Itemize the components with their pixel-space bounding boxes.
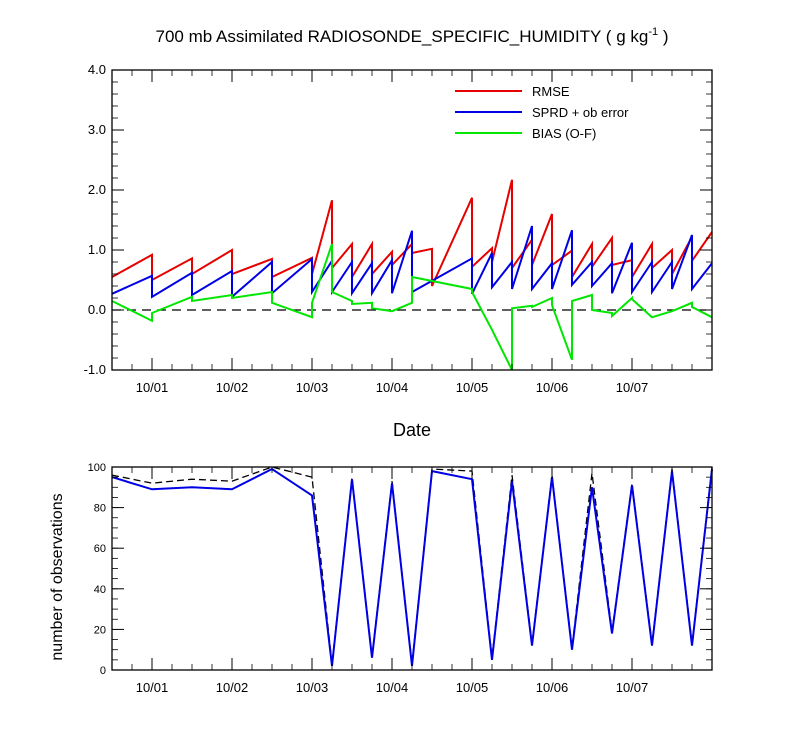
chart-title: 700 mb Assimilated RADIOSONDE_SPECIFIC_H… (156, 26, 669, 46)
y-tick-label: 40 (94, 584, 106, 596)
x-tick-label: 10/02 (216, 680, 249, 695)
series-line-assimilated-observations (111, 467, 713, 667)
y-tick-label: 0.0 (88, 302, 106, 317)
legend-label: SPRD + ob error (532, 105, 629, 120)
x-tick-label: 10/01 (136, 680, 169, 695)
series-line-sprd-ob-error (111, 225, 713, 299)
y-tick-label: 100 (88, 462, 106, 474)
x-tick-label: 10/07 (616, 680, 649, 695)
x-tick-label: 10/05 (456, 380, 489, 395)
x-tick-label: 10/06 (536, 680, 569, 695)
x-tick-label: 10/05 (456, 680, 489, 695)
x-tick-label: 10/07 (616, 380, 649, 395)
chart-title-end: ) (658, 27, 668, 46)
legend: RMSE SPRD + ob error BIAS (O-F) (455, 84, 629, 141)
y-tick-label: 80 (94, 503, 106, 515)
x-tick-label: 10/03 (296, 680, 329, 695)
legend-label: BIAS (O-F) (532, 126, 596, 141)
x-tick-label: 10/02 (216, 380, 249, 395)
top-chart: -1.0 0.0 1.0 2.0 3.0 4.0 10/01 10/02 10/03 10/04 1… (84, 62, 713, 395)
bottom-plot-frame (111, 466, 713, 671)
y-tick-label: 60 (94, 543, 106, 555)
y-tick-label: -1.0 (84, 362, 106, 377)
y-tick-label: 1.0 (88, 242, 106, 257)
bottom-chart: 0 20 40 60 80 100 10/01 10/02 10/03 10/04 10/05 10/… (88, 462, 713, 695)
x-tick-label: 10/01 (136, 380, 169, 395)
y-tick-label: 0 (100, 665, 106, 677)
x-tick-label: 10/04 (376, 380, 409, 395)
x-tick-label: 10/03 (296, 380, 329, 395)
y-tick-label: 3.0 (88, 122, 106, 137)
y-tick-label: 4.0 (88, 62, 106, 77)
x-tick-label: 10/06 (536, 380, 569, 395)
chart-title-superscript: -1 (648, 26, 658, 38)
x-tick-label: 10/04 (376, 680, 409, 695)
x-axis-label: Date (393, 420, 431, 440)
y-tick-label: 20 (94, 624, 106, 636)
y-tick-label: 2.0 (88, 182, 106, 197)
chart-title-main: 700 mb Assimilated RADIOSONDE_SPECIFIC_H… (156, 27, 649, 46)
y-axis-label-observations: number of observations (49, 493, 66, 660)
legend-label: RMSE (532, 84, 570, 99)
series-line-bias-o-f (111, 243, 713, 371)
